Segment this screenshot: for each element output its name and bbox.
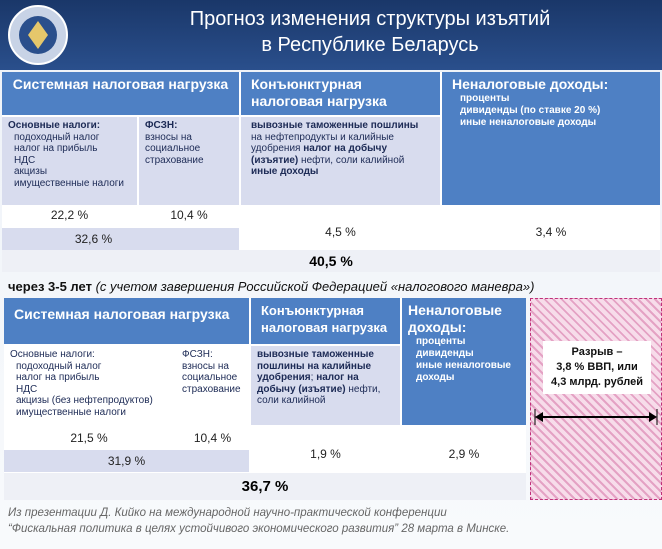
- list-item: акцизы (без нефтепродуктов): [16, 395, 153, 406]
- main-taxes: Основные налоги: подоходный налог налог на…: [2, 117, 137, 205]
- footer-line: “Фискальная политика в целях устойчивого…: [8, 523, 510, 535]
- fszn-pct: 10,4 %: [170, 208, 208, 222]
- list-item: дивиденды (по ставке 20 %): [460, 105, 601, 116]
- total-1: 40,5 %: [2, 250, 660, 272]
- gap-line: 4,3 млрд. рублей: [551, 376, 643, 388]
- main-pct: 22,2 %: [50, 208, 89, 222]
- footer-line: Из презентации Д. Кийко на международной…: [8, 507, 447, 519]
- list-item: налог на прибыль: [16, 372, 100, 383]
- nontax-title-2: Неналоговые доходы:: [408, 302, 502, 335]
- systemic-pct-2: 31,9 %: [4, 450, 249, 472]
- text-segment: нефти, соли калийной: [298, 154, 405, 166]
- nontax-title: Неналоговые доходы:: [452, 76, 609, 92]
- gap-box: Разрыв – 3,8 % ВВП, или 4,3 млрд. рублей: [530, 298, 662, 500]
- text-segment: налог на добычу (изъятие): [257, 372, 359, 395]
- list-item: НДС: [14, 154, 36, 166]
- text-segment: ;: [310, 372, 314, 383]
- text-segment: на нефтепродукты и калийные удобрения: [251, 131, 394, 155]
- list-item: дивиденды: [416, 348, 474, 359]
- gap-line: Разрыв –: [571, 346, 623, 358]
- total-2: 36,7 %: [4, 473, 526, 500]
- nontax-cell-2: Неналоговые доходы: проценты дивиденды иные…: [402, 298, 526, 425]
- nontax-cell: Неналоговые доходы: проценты дивиденды (по…: [442, 72, 660, 205]
- gap-line: 3,8 % ВВП, или: [556, 361, 638, 373]
- fszn-text-2: взносы на социальное страхование: [182, 360, 241, 395]
- text-segment: налог на добычу (изъятие): [251, 143, 388, 166]
- text-segment: нефти, соли калийной: [257, 383, 381, 407]
- main-taxes-title: Основные налоги:: [8, 120, 101, 131]
- conj-pct: 4,5 %: [325, 225, 356, 239]
- title-line: Прогноз изменения структуры изъятий: [189, 8, 551, 30]
- fszn-pct-2: 10,4 %: [193, 431, 232, 445]
- main-taxes-list-2: подоходный налог налог на прибыль НДС акциз…: [10, 361, 168, 419]
- fszn-2: ФСЗН: взносы на социальное страхование: [176, 346, 249, 425]
- caption-italic: (с учетом завершения Российской Федераци…: [95, 279, 535, 294]
- list-item: имущественные налоги: [14, 177, 124, 189]
- list-item: подоходный налог: [16, 360, 102, 372]
- conj-text: вывозные таможенные пошлины на нефтепрод…: [241, 117, 440, 205]
- systemic-header: Системная налоговая нагрузка: [2, 72, 239, 115]
- gap-arrow: [534, 409, 658, 425]
- list-item: подоходный налог: [14, 131, 100, 143]
- text-segment: иные доходы: [251, 166, 319, 177]
- text-segment: вывозные таможенные пошлины на калийные …: [257, 349, 374, 383]
- caption-bold: через 3-5 лет: [8, 279, 92, 294]
- text-segment: вывозные таможенные пошлины: [251, 120, 419, 131]
- main-taxes-2: Основные налоги: подоходный налог налог на…: [4, 346, 174, 425]
- nontax-pct-2: 2,9 %: [448, 447, 480, 461]
- list-item: акцизы: [14, 166, 48, 177]
- list-item: налог на прибыль: [14, 143, 98, 154]
- systemic-header-2: Системная налоговая нагрузка: [4, 298, 249, 344]
- list-item: иные неналоговые доходы: [460, 117, 597, 128]
- footer: Из презентации Д. Кийко на международной…: [8, 505, 509, 537]
- main-taxes-list: подоходный налог налог на прибыль НДС акциз…: [8, 132, 131, 190]
- list-item: имущественные налоги: [16, 406, 126, 418]
- nontax-list: проценты дивиденды (по ставке 20 %) иные н…: [452, 93, 650, 129]
- systemic-pct: 32,6 %: [2, 228, 239, 250]
- emblem: [8, 5, 68, 65]
- caption: через 3-5 лет (с учетом завершения Росси…: [8, 279, 534, 294]
- conjunctural-header: Конъюнктурная налоговая нагрузка: [241, 72, 440, 115]
- main-pct-2: 21,5 %: [70, 431, 108, 445]
- title-line: в Республике Беларусь: [261, 34, 479, 56]
- gap-label: Разрыв – 3,8 % ВВП, или 4,3 млрд. рублей: [543, 341, 651, 394]
- header-band: Прогноз изменения структуры изъятий в Рес…: [0, 0, 662, 70]
- main-taxes-title-2: Основные налоги:: [10, 349, 95, 360]
- nontax-list-2: проценты дивиденды иные неналоговые доходы: [408, 336, 520, 384]
- conj-text-2: вывозные таможенные пошлины на калийные …: [251, 346, 400, 425]
- fszn: ФСЗН: взносы на социальное страхование: [139, 117, 239, 205]
- fszn-title-2: ФСЗН:: [182, 349, 213, 360]
- list-item: проценты: [460, 93, 510, 104]
- list-item: иные неналоговые доходы: [416, 360, 511, 383]
- fszn-title: ФСЗН:: [145, 120, 178, 131]
- conj-pct-2: 1,9 %: [310, 447, 341, 461]
- list-item: НДС: [16, 383, 38, 395]
- nontax-pct: 3,4 %: [535, 225, 567, 239]
- title: Прогноз изменения структуры изъятий в Рес…: [90, 6, 650, 58]
- fszn-text: взносы на социальное страхование: [145, 131, 204, 166]
- conjunctural-header-2: Конъюнктурная налоговая нагрузка: [251, 298, 400, 344]
- list-item: проценты: [416, 336, 466, 347]
